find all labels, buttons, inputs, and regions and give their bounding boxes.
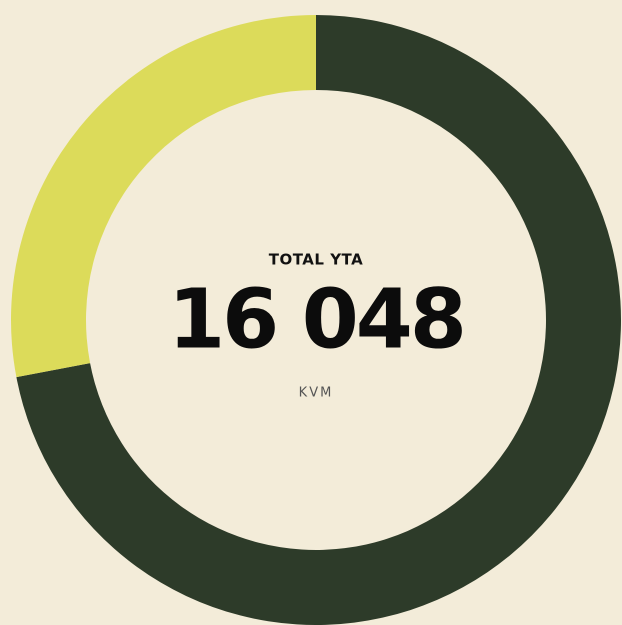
donut (10, 15, 622, 625)
center-label: TOTAL YTA (269, 251, 363, 269)
center-unit: KVM (299, 386, 334, 401)
center-value: 16 048 (168, 272, 464, 367)
donut-segment (10, 15, 316, 378)
